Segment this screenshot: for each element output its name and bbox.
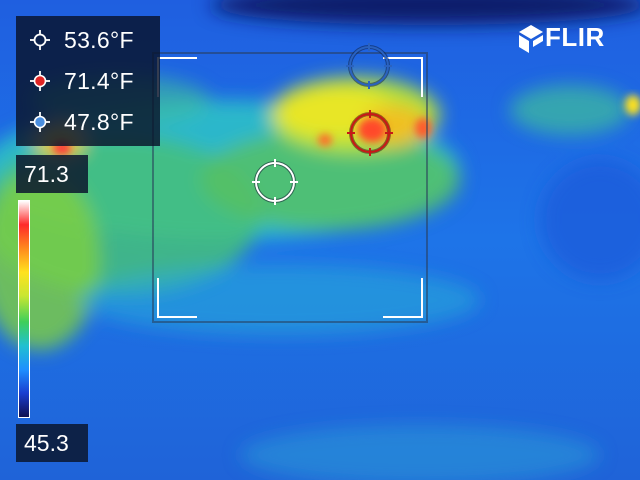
scale-max-label: 71.3: [16, 155, 88, 193]
cold-spot-marker-icon[interactable]: [344, 41, 394, 91]
box-corner-top-right[interactable]: [383, 57, 423, 97]
scale-min-value: 45.3: [24, 430, 69, 456]
hot-spot-icon: [30, 71, 50, 91]
flir-logo: FLIR: [519, 22, 615, 56]
hot-spot-readout: 71.4°F: [16, 61, 160, 99]
cold-spot-icon: [30, 112, 50, 132]
cold-spot-readout: 47.8°F: [16, 102, 160, 140]
hot-temperature-value: 71.4°F: [64, 68, 134, 94]
box-corner-bottom-right[interactable]: [383, 278, 423, 318]
crosshair-icon: [30, 30, 50, 50]
cold-temperature-value: 47.8°F: [64, 109, 134, 135]
box-corner-top-left[interactable]: [157, 57, 197, 97]
scale-min-label: 45.3: [16, 424, 88, 462]
color-scale-bar: [18, 200, 30, 418]
box-corner-bottom-left[interactable]: [157, 278, 197, 318]
measurement-readout-panel: 53.6°F 71.4°F 47.8°F: [16, 16, 160, 146]
flir-logo-mark-icon: [519, 25, 543, 53]
center-spot-readout: 53.6°F: [16, 20, 160, 58]
center-spot-crosshair-icon[interactable]: [250, 157, 300, 207]
scale-max-value: 71.3: [24, 161, 69, 187]
flir-logo-text: FLIR: [545, 22, 605, 52]
center-temperature-value: 53.6°F: [64, 27, 134, 53]
hot-spot-marker-icon[interactable]: [345, 108, 395, 158]
